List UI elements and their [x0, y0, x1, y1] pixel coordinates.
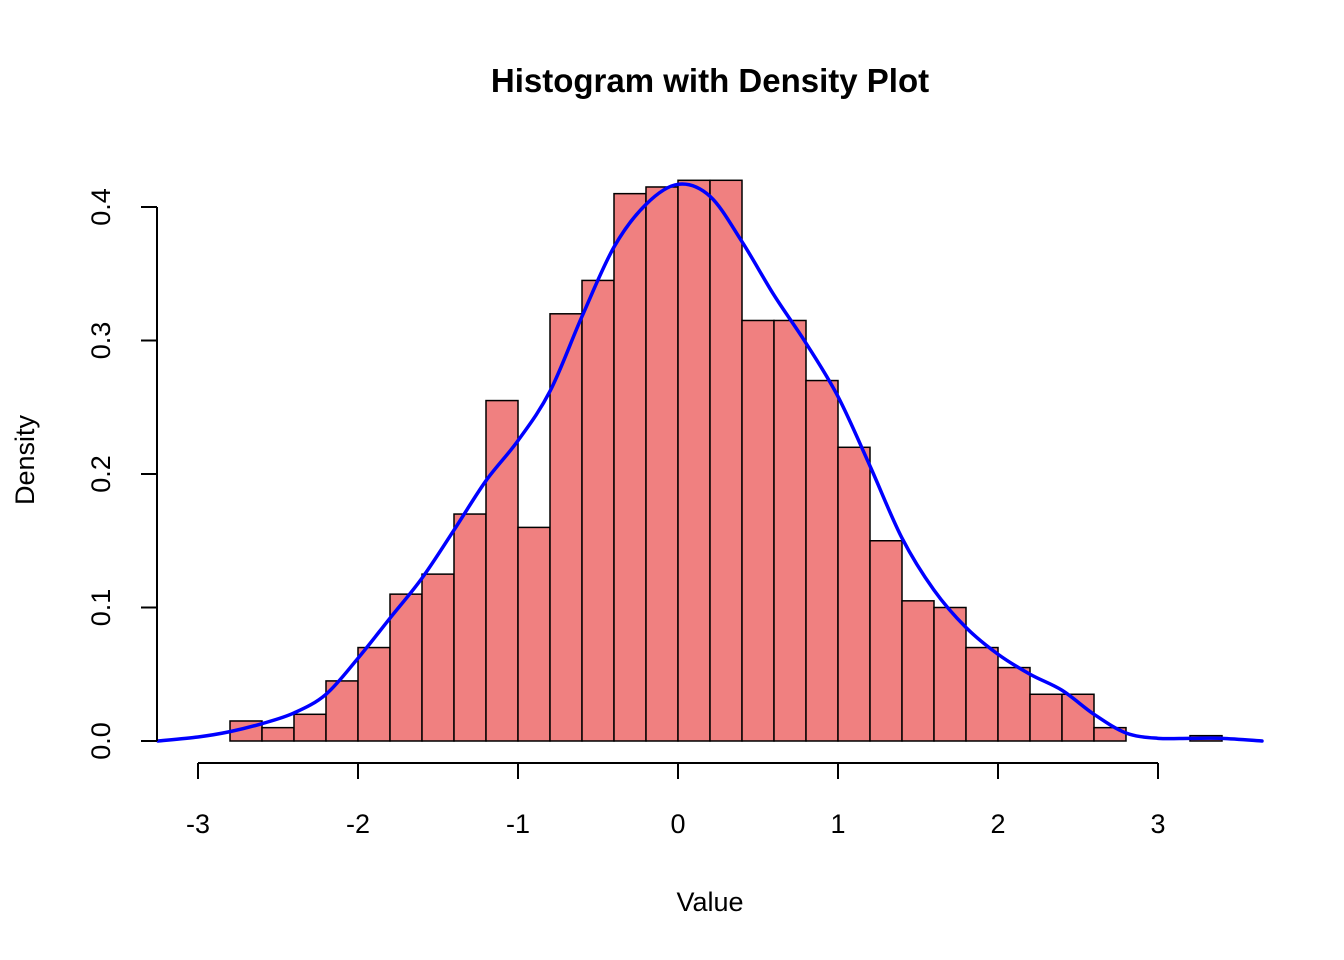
x-tick-label-5: 2: [990, 809, 1005, 839]
histogram-bar-9: [485, 399, 519, 742]
histogram-bar-16: [709, 179, 743, 742]
histogram-bar-5: [357, 646, 391, 742]
y-axis: 0.0 0.1 0.2 0.3 0.4: [86, 188, 158, 760]
x-tick-label-3: 0: [670, 809, 685, 839]
histogram-bar-23: [933, 606, 967, 742]
x-axis: -3 -2 -1 0 1 2 3: [186, 762, 1166, 839]
histogram-bar-11: [549, 313, 583, 742]
x-axis-label: Value: [676, 887, 743, 917]
histogram-bar-12: [581, 279, 615, 742]
histogram-bar-13: [613, 192, 647, 742]
histogram-bar-2: [261, 726, 295, 742]
density-curve: [156, 182, 1264, 743]
histogram-bar-26: [1029, 693, 1063, 742]
histogram-bar-24: [965, 646, 999, 742]
x-tick-label-1: -2: [346, 809, 370, 839]
y-tick-label-2: 0.2: [86, 455, 116, 493]
histogram-bars: [229, 179, 1223, 742]
histogram-bar-7: [421, 573, 455, 742]
histogram-bar-17: [741, 319, 775, 742]
x-tick-label-0: -3: [186, 809, 210, 839]
density-curve-group: [156, 182, 1264, 743]
histogram-bar-18: [773, 319, 807, 742]
y-tick-label-1: 0.1: [86, 589, 116, 627]
x-tick-label-6: 3: [1150, 809, 1165, 839]
y-tick-label-4: 0.4: [86, 188, 116, 226]
y-axis-label: Density: [10, 414, 40, 505]
y-tick-label-3: 0.3: [86, 322, 116, 360]
histogram-bar-25: [997, 666, 1031, 742]
histogram-bar-3: [293, 713, 327, 742]
histogram-bar-6: [389, 593, 423, 742]
histogram-bar-22: [901, 600, 935, 742]
x-tick-label-4: 1: [830, 809, 845, 839]
histogram-bar-15: [677, 179, 711, 742]
chart-title: Histogram with Density Plot: [491, 62, 929, 99]
histogram-bar-21: [869, 540, 903, 742]
histogram-bar-8: [453, 513, 487, 742]
histogram-bar-19: [805, 379, 839, 742]
histogram-bar-14: [645, 186, 679, 742]
x-tick-label-2: -1: [506, 809, 530, 839]
y-tick-label-0: 0.0: [86, 722, 116, 760]
histogram-bar-20: [837, 446, 871, 742]
histogram-bar-10: [517, 526, 551, 742]
